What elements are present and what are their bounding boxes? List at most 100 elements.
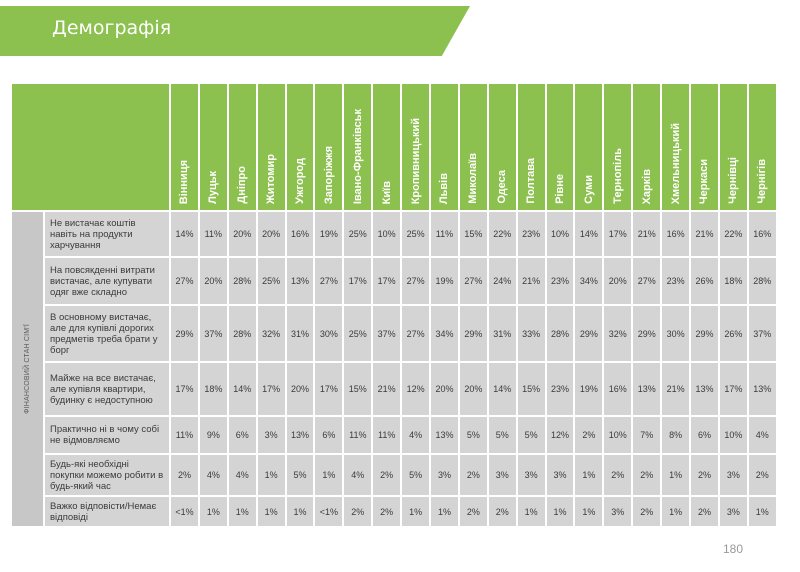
table-cell: 31% (286, 306, 314, 361)
table-cell: 21% (373, 363, 401, 415)
table-cell: 12% (402, 363, 430, 415)
table-cell: 1% (228, 497, 256, 526)
table-cell: 1% (575, 497, 603, 526)
table-cell: 23% (662, 258, 690, 304)
table-cell: 37% (373, 306, 401, 361)
table-cell: 17% (373, 258, 401, 304)
column-header-city: Полтава (517, 84, 545, 210)
table-cell: 13% (431, 417, 458, 453)
table-cell: 29% (575, 306, 603, 361)
table-cell: <1% (315, 497, 343, 526)
column-header-city: Тернопіль (604, 84, 632, 210)
table-cell: 15% (517, 363, 545, 415)
table-cell: 21% (517, 258, 545, 304)
table-cell: 33% (517, 306, 545, 361)
table-cell: 28% (228, 258, 256, 304)
table-cell: 27% (633, 258, 661, 304)
table-cell: 29% (459, 306, 487, 361)
table-cell: 14% (575, 212, 603, 256)
table-cell: 37% (199, 306, 227, 361)
table-cell: 15% (459, 212, 487, 256)
column-header-label: Полтава (525, 158, 538, 204)
column-header-city: Львів (431, 84, 458, 210)
column-header-row: Вінниця Луцьк Дніпро Житомир Ужгород Запоріжж… (12, 84, 776, 210)
header-corner (12, 84, 169, 210)
column-header-label: Хмельницький (669, 122, 682, 204)
table-cell: 21% (691, 212, 718, 256)
table-cell: 5% (286, 455, 314, 495)
table-cell: 4% (748, 417, 776, 453)
table-cell: 30% (315, 306, 343, 361)
table-cell: 17% (719, 363, 747, 415)
table-cell: 2% (575, 417, 603, 453)
column-header-city: Чернівці (719, 84, 747, 210)
table-cell: 2% (633, 497, 661, 526)
table-cell: 16% (604, 363, 632, 415)
table-cell: 1% (315, 455, 343, 495)
table-cell: 27% (315, 258, 343, 304)
table-cell: 37% (748, 306, 776, 361)
table-cell: 1% (257, 497, 285, 526)
table-cell: 13% (748, 363, 776, 415)
table-cell: 31% (488, 306, 516, 361)
table-cell: 4% (344, 455, 372, 495)
column-header-city: Житомир (257, 84, 285, 210)
table-cell: 2% (459, 455, 487, 495)
table-cell: 17% (344, 258, 372, 304)
table-cell: 5% (488, 417, 516, 453)
table-cell: 29% (633, 306, 661, 361)
table-cell: 1% (199, 497, 227, 526)
table-cell: 4% (199, 455, 227, 495)
column-header-city: Рівне (546, 84, 574, 210)
table-cell: 13% (286, 417, 314, 453)
table-cell: 2% (171, 455, 198, 495)
table-cell: 11% (373, 417, 401, 453)
column-header-label: Запоріжжя (322, 145, 335, 204)
table-cell: 6% (315, 417, 343, 453)
table-cell: 1% (402, 497, 430, 526)
table-cell: 24% (488, 258, 516, 304)
table-cell: 32% (604, 306, 632, 361)
demographics-table: Вінниця Луцьк Дніпро Житомир Ужгород Запоріжж… (10, 82, 778, 528)
column-header-label: Суми (582, 175, 595, 204)
column-header-city: Суми (575, 84, 603, 210)
table-cell: 13% (633, 363, 661, 415)
table-cell: 1% (517, 497, 545, 526)
column-header-city: Луцьк (199, 84, 227, 210)
section-label: ФІНАНСОВИЙ СТАН СІМ'Ї (24, 324, 31, 414)
column-header-label: Одеса (496, 170, 509, 204)
row-label: Будь-які необхідні покупки можемо робити… (45, 455, 169, 495)
table-cell: 16% (286, 212, 314, 256)
table-cell: 5% (517, 417, 545, 453)
table-cell: 21% (662, 363, 690, 415)
column-header-label: Рівне (554, 174, 567, 204)
table-cell: 14% (488, 363, 516, 415)
table-row: Практично ні в чому собі не відмовляємо 1… (12, 417, 776, 453)
table-cell: 12% (546, 417, 574, 453)
table-cell: <1% (171, 497, 198, 526)
column-header-label: Ужгород (294, 158, 306, 204)
column-header-label: Вінниця (178, 159, 191, 204)
column-header-label: Київ (380, 180, 393, 204)
table-cell: 7% (633, 417, 661, 453)
page-number: 180 (723, 542, 744, 556)
table-cell: 4% (228, 455, 256, 495)
column-header-label: Чернігів (756, 159, 769, 204)
table-cell: 20% (257, 212, 285, 256)
table-cell: 11% (431, 212, 458, 256)
table-cell: 15% (344, 363, 372, 415)
table-cell: 6% (691, 417, 718, 453)
table-cell: 3% (488, 455, 516, 495)
column-header-city: Ужгород (286, 84, 314, 210)
table-cell: 10% (373, 212, 401, 256)
table-cell: 2% (373, 455, 401, 495)
row-label: Важко відповісти/Немає відповіді (45, 497, 169, 526)
table-cell: 3% (719, 455, 747, 495)
row-label: Практично ні в чому собі не відмовляємо (45, 417, 169, 453)
column-header-label: Луцьк (207, 171, 220, 204)
table-cell: 28% (546, 306, 574, 361)
table-cell: 17% (171, 363, 198, 415)
table-cell: 1% (662, 497, 690, 526)
table-cell: 10% (604, 417, 632, 453)
column-header-city: Івано-Франківськ (344, 84, 372, 210)
